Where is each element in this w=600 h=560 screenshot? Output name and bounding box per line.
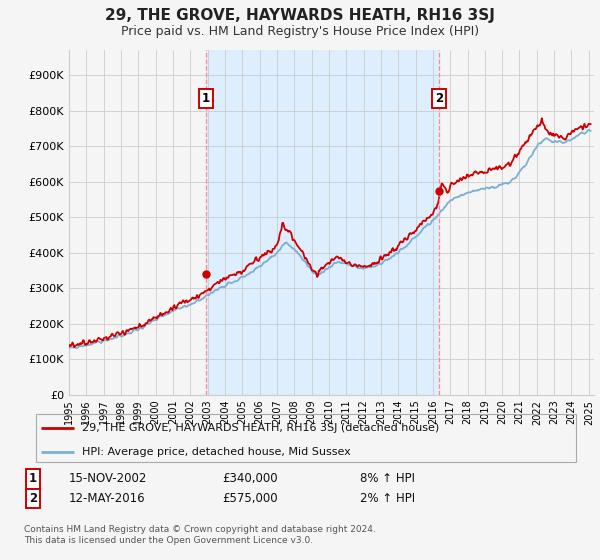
Text: Price paid vs. HM Land Registry's House Price Index (HPI): Price paid vs. HM Land Registry's House … xyxy=(121,25,479,38)
Text: HPI: Average price, detached house, Mid Sussex: HPI: Average price, detached house, Mid … xyxy=(82,446,350,456)
Text: 2: 2 xyxy=(29,492,37,505)
Bar xyxy=(206,50,439,395)
Text: 15-NOV-2002: 15-NOV-2002 xyxy=(69,472,148,486)
Text: £340,000: £340,000 xyxy=(222,472,278,486)
Text: 2% ↑ HPI: 2% ↑ HPI xyxy=(360,492,415,505)
Text: £575,000: £575,000 xyxy=(222,492,278,505)
Text: 12-MAY-2016: 12-MAY-2016 xyxy=(69,492,146,505)
Text: 8% ↑ HPI: 8% ↑ HPI xyxy=(360,472,415,486)
Text: Contains HM Land Registry data © Crown copyright and database right 2024.
This d: Contains HM Land Registry data © Crown c… xyxy=(24,525,376,545)
Text: 29, THE GROVE, HAYWARDS HEATH, RH16 3SJ (detached house): 29, THE GROVE, HAYWARDS HEATH, RH16 3SJ … xyxy=(82,423,439,433)
Text: 1: 1 xyxy=(202,92,209,105)
Text: 29, THE GROVE, HAYWARDS HEATH, RH16 3SJ: 29, THE GROVE, HAYWARDS HEATH, RH16 3SJ xyxy=(105,8,495,24)
Text: 2: 2 xyxy=(435,92,443,105)
Text: 1: 1 xyxy=(29,472,37,486)
